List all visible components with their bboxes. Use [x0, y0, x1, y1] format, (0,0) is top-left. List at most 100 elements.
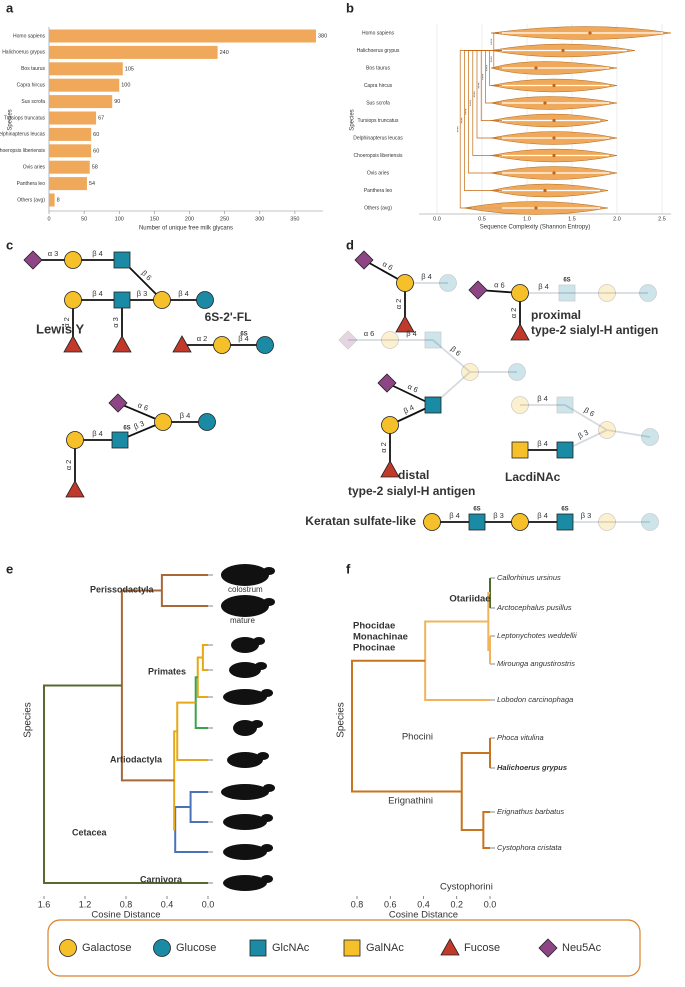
significance-label: **** [489, 56, 494, 63]
dendrogram-link [174, 806, 208, 853]
panel-label: c [6, 237, 13, 252]
dendrogram-link [176, 701, 208, 761]
glycan-residue [556, 441, 574, 459]
panel-label: b [346, 0, 354, 15]
bar [49, 95, 113, 109]
glycosidic-bond [564, 404, 608, 431]
x-tick-label: 0.8 [120, 899, 133, 909]
x-tick-label: 0.2 [450, 899, 463, 909]
glycan-residue [23, 250, 43, 270]
bar [49, 177, 87, 191]
animal-silhouette [223, 814, 267, 830]
median-dot [552, 171, 556, 175]
clade-label: Artiodactyla [110, 754, 163, 764]
x-tick-label: 2.0 [613, 216, 621, 222]
glycan-residue [461, 363, 479, 381]
x-tick-label: 1.5 [568, 216, 576, 222]
value-label: 54 [89, 181, 95, 187]
bar [49, 160, 90, 174]
glycan-residue [381, 331, 399, 349]
animal-silhouette [261, 814, 273, 822]
x-tick-label: 0.4 [161, 899, 174, 909]
significance-label: **** [472, 91, 477, 98]
bar [49, 144, 92, 158]
linkage-label: β 4 [402, 403, 415, 416]
linkage-label: α 6 [381, 259, 395, 272]
x-axis-label: Cosine Distance [389, 910, 458, 921]
leaf-label: Erignathus barbatus [497, 807, 564, 816]
bar [49, 29, 316, 43]
glycan-residue [66, 431, 84, 449]
x-axis-label: Sequence Complexity (Shannon Entropy) [480, 225, 590, 231]
glycan-residue [153, 291, 171, 309]
category-label: Tursiops truncatus [4, 115, 45, 121]
significance-label: **** [459, 117, 464, 124]
animal-silhouette [263, 784, 275, 792]
significance-label: **** [455, 126, 460, 133]
category-label: Homo sapiens [362, 30, 394, 36]
glycan-name: Lewis Y [36, 321, 85, 336]
category-label: Bos taurus [21, 66, 45, 72]
leaf-label: Lobodon carcinophaga [497, 695, 573, 704]
clade-label: Cetacea [72, 827, 108, 837]
linkage-label: β 3 [132, 419, 145, 431]
leaf-note: mature [230, 616, 255, 625]
x-tick-label: 250 [220, 216, 229, 222]
value-label: 8 [57, 197, 60, 203]
bar [49, 62, 123, 76]
glycan-residue [510, 323, 530, 341]
glycan-name: 6S-2'-FL [205, 310, 252, 324]
animal-silhouette [261, 875, 273, 883]
glycan-residue [249, 939, 267, 957]
sulfation-label: 6S [561, 507, 568, 513]
x-tick-label: 150 [150, 216, 159, 222]
linkage-label: α 2 [64, 460, 73, 471]
glycan-residue [64, 251, 82, 269]
animal-silhouette [231, 637, 259, 653]
linkage-label: β 4 [538, 282, 549, 291]
significance-label: **** [489, 38, 494, 45]
category-label: Halichoerus grypus [357, 48, 400, 54]
animal-silhouette [229, 662, 261, 678]
animal-silhouette [261, 689, 273, 697]
median-dot [561, 48, 565, 53]
glycan-residue [641, 513, 659, 531]
glycan-residue [556, 396, 574, 414]
linkage-label: α 6 [494, 280, 505, 290]
glycan-residue [538, 938, 558, 958]
leaf-label: Phoca vitulina [497, 733, 544, 742]
linkage-label: α 6 [364, 329, 375, 338]
dendrogram-link [482, 811, 490, 849]
clade-label: Cystophorini [440, 882, 493, 893]
leaf-label: Callorhinus ursinus [497, 573, 561, 582]
linkage-label: β 4 [92, 429, 103, 438]
glycan-residue [558, 284, 576, 302]
legend-label: Fucose [464, 942, 500, 954]
median-dot [552, 83, 556, 88]
x-tick-label: 0.4 [417, 899, 430, 909]
x-tick-label: 1.2 [79, 899, 92, 909]
glycan-residue [511, 396, 529, 414]
animal-silhouette [257, 752, 269, 760]
median-dot [552, 153, 556, 158]
glycan-residue [396, 274, 414, 292]
sulfation-label: 6S [123, 426, 130, 432]
animal-silhouette [253, 637, 265, 645]
bar [49, 127, 92, 141]
x-tick-label: 200 [185, 216, 194, 222]
x-tick-label: 0.0 [433, 216, 441, 222]
glycan-name: Keratan sulfate-like [305, 514, 416, 528]
glycan-residue [598, 421, 616, 439]
glycan-residue [598, 513, 616, 531]
animal-silhouette [263, 598, 275, 606]
animal-silhouette [223, 689, 267, 705]
panel-label: d [346, 237, 354, 252]
linkage-label: α 3 [111, 317, 120, 328]
category-label: Panthera leo [364, 188, 393, 194]
x-tick-label: 50 [81, 216, 87, 222]
significance-label: **** [476, 82, 481, 89]
dendrogram-link [189, 791, 208, 823]
glycan-residue [59, 939, 77, 957]
significance-label: **** [485, 64, 490, 71]
animal-silhouette [255, 662, 267, 670]
